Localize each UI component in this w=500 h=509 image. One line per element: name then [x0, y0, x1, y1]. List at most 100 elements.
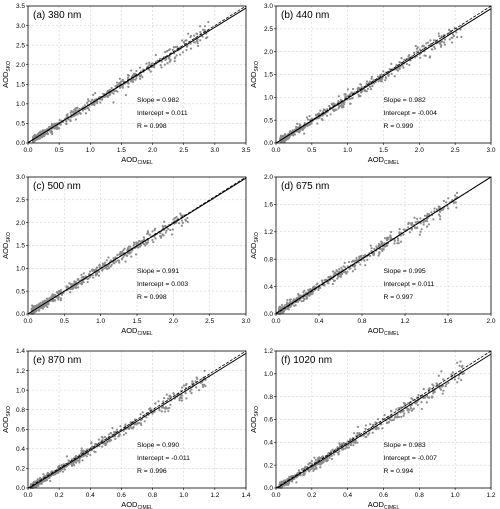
- data-point: [48, 126, 51, 129]
- data-point: [351, 96, 354, 100]
- x-tick-label: 0.4: [343, 492, 352, 499]
- data-point: [107, 265, 110, 268]
- data-point: [296, 300, 299, 303]
- data-point: [74, 461, 78, 464]
- y-tick-label: 2.0: [264, 49, 273, 56]
- data-point: [169, 228, 172, 232]
- data-point: [165, 229, 168, 232]
- data-point: [41, 129, 45, 132]
- data-point: [78, 461, 81, 464]
- regression-line: [276, 8, 492, 144]
- data-point: [417, 393, 420, 397]
- x-tick-label: 0.8: [415, 492, 424, 499]
- data-point: [103, 95, 106, 98]
- y-axis-title: AODSKO: [1, 61, 12, 88]
- data-point: [94, 273, 98, 276]
- data-point: [337, 453, 340, 456]
- data-point: [410, 228, 413, 231]
- data-point: [40, 481, 43, 484]
- data-point: [105, 267, 109, 270]
- x-tick-label: 0.0: [271, 147, 280, 154]
- data-point: [316, 122, 319, 125]
- data-point: [283, 479, 287, 482]
- data-point: [180, 219, 184, 222]
- data-point: [319, 466, 322, 469]
- data-point: [40, 136, 44, 139]
- data-point: [76, 106, 79, 109]
- data-point: [291, 129, 294, 132]
- data-point: [41, 307, 45, 310]
- data-point: [297, 130, 300, 133]
- data-point: [117, 259, 121, 262]
- data-point: [458, 364, 461, 367]
- data-point: [181, 221, 184, 224]
- data-point: [339, 272, 342, 276]
- stat-text: Slope = 0.983: [384, 442, 426, 449]
- data-point: [164, 231, 167, 234]
- data-point: [176, 45, 179, 48]
- data-point: [364, 435, 367, 439]
- data-point: [325, 114, 329, 117]
- data-point: [138, 421, 141, 425]
- data-point: [422, 220, 425, 223]
- data-point: [178, 399, 181, 402]
- data-point: [144, 241, 148, 244]
- data-point: [129, 426, 132, 429]
- data-point: [126, 73, 130, 77]
- data-point: [122, 256, 125, 259]
- data-point: [401, 64, 404, 67]
- data-point: [105, 441, 109, 444]
- x-tick-label: 0.6: [379, 492, 388, 499]
- data-point: [283, 133, 286, 136]
- data-point: [395, 408, 398, 411]
- y-tick-label: 1.2: [264, 229, 273, 236]
- data-point: [131, 426, 134, 430]
- data-point: [352, 432, 356, 435]
- data-point: [369, 87, 373, 91]
- data-point: [363, 89, 366, 92]
- data-point: [159, 57, 162, 60]
- data-point: [364, 427, 367, 431]
- data-point: [319, 462, 323, 466]
- data-point: [298, 124, 302, 127]
- data-point: [104, 261, 107, 264]
- data-point: [185, 397, 188, 400]
- data-point: [419, 217, 422, 220]
- data-point: [134, 78, 137, 81]
- data-point: [120, 80, 123, 83]
- data-point: [196, 42, 199, 45]
- data-point: [85, 101, 89, 104]
- data-point: [153, 229, 156, 232]
- data-point: [393, 75, 396, 78]
- data-point: [439, 43, 442, 46]
- y-tick-label: 0.0: [16, 311, 25, 318]
- data-point: [162, 234, 165, 237]
- x-tick-label: 0.4: [86, 492, 95, 499]
- data-point: [146, 241, 150, 244]
- x-tick-label: 2.0: [169, 318, 178, 325]
- data-point: [115, 260, 118, 263]
- data-point: [46, 132, 50, 135]
- data-point: [427, 223, 431, 226]
- data-point: [133, 72, 136, 75]
- data-point: [135, 69, 138, 73]
- data-point: [80, 449, 83, 452]
- data-point: [190, 388, 193, 391]
- data-point: [447, 197, 450, 200]
- y-axis-title: AODSKO: [1, 406, 12, 433]
- data-point: [370, 247, 373, 250]
- data-point: [69, 111, 72, 114]
- data-point: [292, 299, 295, 302]
- data-point: [289, 130, 293, 133]
- data-point: [116, 253, 119, 257]
- data-point: [392, 418, 395, 422]
- x-tick-label: 1.0: [86, 147, 95, 154]
- data-point: [389, 236, 393, 239]
- data-point: [423, 214, 427, 217]
- data-point: [396, 237, 400, 240]
- data-point: [110, 86, 113, 90]
- data-point: [286, 483, 289, 486]
- data-point: [116, 90, 119, 93]
- data-point: [43, 135, 46, 138]
